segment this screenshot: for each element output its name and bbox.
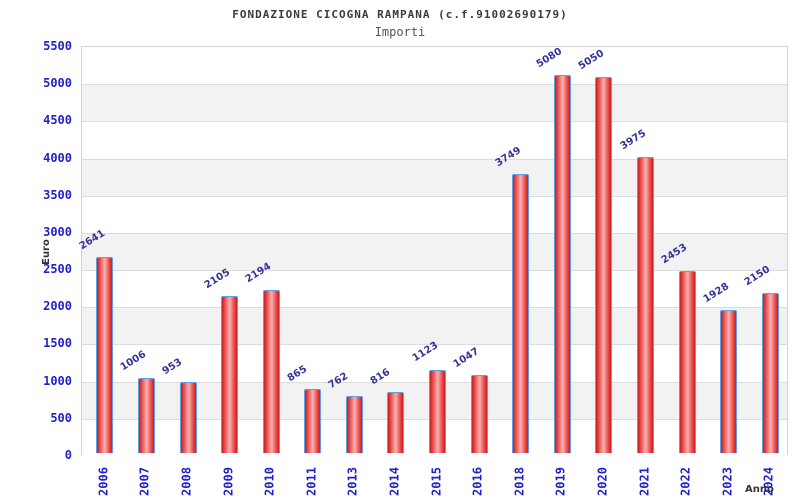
bar-2007 <box>137 378 155 453</box>
plot-band <box>82 84 787 122</box>
y-tick-label: 5500 <box>43 39 72 53</box>
bar-2009 <box>221 296 239 453</box>
bar-2006 <box>96 256 114 453</box>
x-tick-label: 2014 <box>387 467 402 496</box>
bar-2021 <box>637 157 655 453</box>
bar-2008 <box>179 382 197 453</box>
y-tick-label: 2500 <box>43 262 72 277</box>
x-tick-label: 2007 <box>137 467 152 496</box>
plot-band <box>82 232 787 271</box>
x-tick-label: 2020 <box>595 467 610 496</box>
x-tick-label: 2015 <box>429 467 444 496</box>
x-tick-label: 2022 <box>678 467 693 496</box>
bar-2022 <box>678 270 696 453</box>
plot-band <box>82 47 787 85</box>
bar-2014 <box>387 392 405 453</box>
x-tick-label: 2010 <box>262 467 277 496</box>
y-tick-label: 4000 <box>43 150 72 165</box>
plot-band <box>82 270 787 308</box>
y-tick-label: 1500 <box>43 336 72 351</box>
x-tick-label: 2008 <box>179 467 194 496</box>
bar-2018 <box>512 174 530 453</box>
x-tick-label: 2021 <box>637 467 652 496</box>
y-tick-label: 500 <box>50 410 72 425</box>
x-tick-label: 2009 <box>221 467 236 496</box>
bar-2011 <box>304 388 322 453</box>
bar-2010 <box>262 289 280 453</box>
plot-band <box>82 307 787 345</box>
bar-2016 <box>470 375 488 453</box>
plot-band <box>82 195 787 233</box>
bar-2024 <box>761 293 779 453</box>
bar-2015 <box>429 369 447 453</box>
chart-title: FONDAZIONE CICOGNA RAMPANA (c.f.91002690… <box>232 8 568 21</box>
y-tick-label: 3500 <box>43 187 72 202</box>
x-tick-label: 2023 <box>720 467 735 496</box>
y-axis-title: Euro <box>41 239 52 265</box>
y-tick-label: 2000 <box>43 299 72 314</box>
x-tick-label: 2013 <box>345 467 360 496</box>
y-tick-label: 0 <box>64 448 72 462</box>
x-tick-label: 2016 <box>470 467 485 496</box>
chart-subtitle: Importi <box>374 25 426 39</box>
y-tick-label: 3000 <box>43 224 72 239</box>
plot-area <box>81 46 788 456</box>
bar-2019 <box>553 75 571 453</box>
x-tick-label: 2011 <box>304 467 319 496</box>
plot-band <box>82 121 787 159</box>
bar-2013 <box>345 396 363 453</box>
plot-band <box>82 158 787 196</box>
y-tick-label: 4500 <box>43 113 72 128</box>
x-tick-label: 2018 <box>512 467 527 496</box>
x-tick-label: 2006 <box>96 467 111 496</box>
x-axis-title: Anno <box>745 484 774 495</box>
y-tick-label: 1000 <box>43 373 72 388</box>
x-tick-label: 2019 <box>553 467 568 496</box>
bar-2020 <box>595 77 613 453</box>
bar-2023 <box>720 309 738 453</box>
y-tick-label: 5000 <box>43 76 72 91</box>
